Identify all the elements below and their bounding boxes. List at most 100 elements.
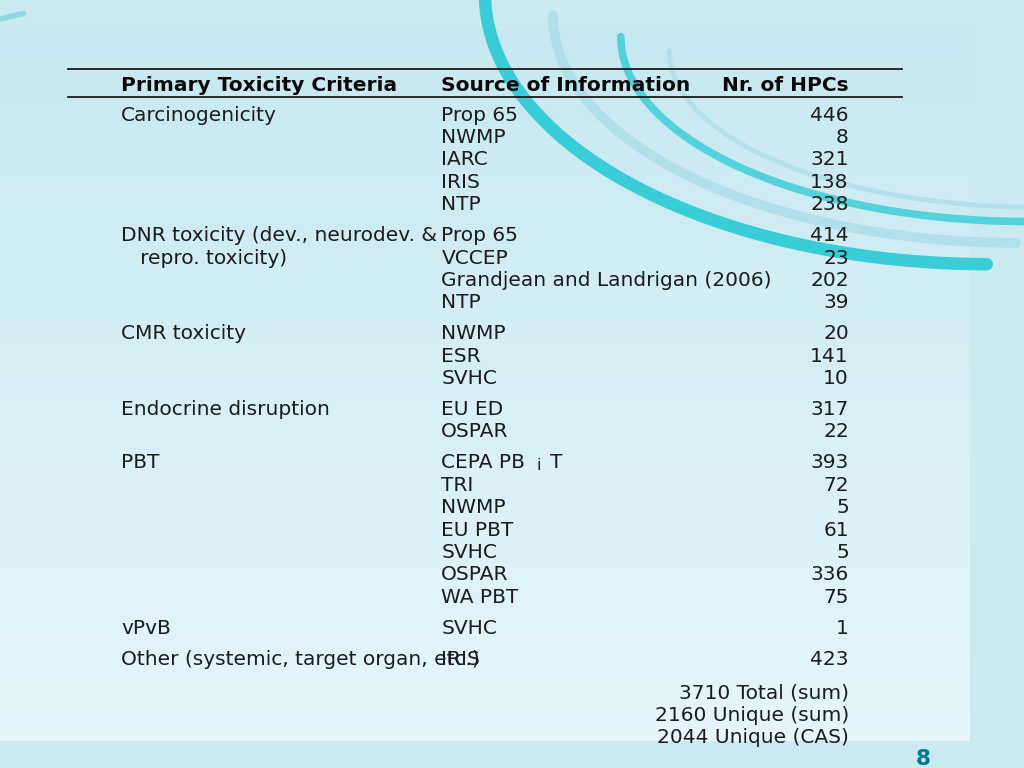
Bar <box>0 574 970 587</box>
Bar <box>0 611 970 622</box>
Bar <box>0 456 970 468</box>
Text: 414: 414 <box>810 227 849 245</box>
Text: TRI: TRI <box>441 475 474 495</box>
Bar <box>0 421 970 432</box>
Bar <box>0 349 970 362</box>
Bar <box>0 136 970 148</box>
Text: 39: 39 <box>823 293 849 313</box>
Text: 238: 238 <box>810 195 849 214</box>
Bar <box>0 622 970 634</box>
Bar <box>0 468 970 480</box>
Text: NTP: NTP <box>441 293 481 313</box>
Bar <box>0 266 970 279</box>
Bar <box>0 445 970 456</box>
Text: 393: 393 <box>811 453 849 472</box>
Bar <box>0 385 970 397</box>
Text: Primary Toxicity Criteria: Primary Toxicity Criteria <box>121 76 397 94</box>
Bar <box>0 528 970 539</box>
Text: NTP: NTP <box>441 195 481 214</box>
Text: ESR: ESR <box>441 346 481 366</box>
Text: SVHC: SVHC <box>441 543 498 562</box>
Bar <box>0 657 970 670</box>
Text: SVHC: SVHC <box>441 619 498 637</box>
Bar <box>0 314 970 326</box>
Text: 61: 61 <box>823 521 849 540</box>
Text: Source of Information: Source of Information <box>441 76 690 94</box>
Bar <box>0 681 970 694</box>
Text: Other (systemic, target organ, etc.): Other (systemic, target organ, etc.) <box>121 650 480 669</box>
Bar <box>0 397 970 409</box>
Text: 446: 446 <box>810 106 849 124</box>
Text: 1: 1 <box>836 619 849 637</box>
Text: CEPA PB: CEPA PB <box>441 453 525 472</box>
Bar <box>0 77 970 89</box>
Bar <box>0 101 970 113</box>
Bar <box>0 41 970 53</box>
Text: 423: 423 <box>810 650 849 669</box>
Text: Prop 65: Prop 65 <box>441 106 518 124</box>
Bar <box>0 219 970 231</box>
Bar <box>0 290 970 302</box>
Text: repro. toxicity): repro. toxicity) <box>121 249 288 267</box>
Text: CMR toxicity: CMR toxicity <box>121 324 246 343</box>
Text: 321: 321 <box>810 151 849 170</box>
Bar <box>0 184 970 196</box>
Bar <box>0 515 970 528</box>
Bar <box>0 207 970 219</box>
Text: IRIS: IRIS <box>441 173 480 192</box>
Bar <box>0 646 970 657</box>
Text: 10: 10 <box>823 369 849 388</box>
Text: 2160 Unique (sum): 2160 Unique (sum) <box>654 706 849 725</box>
Text: NWMP: NWMP <box>441 324 506 343</box>
Text: NWMP: NWMP <box>441 128 506 147</box>
Bar <box>0 634 970 646</box>
Text: EU PBT: EU PBT <box>441 521 514 540</box>
Bar <box>0 373 970 385</box>
Text: Prop 65: Prop 65 <box>441 227 518 245</box>
Bar <box>0 65 970 77</box>
Text: 5: 5 <box>836 498 849 517</box>
Text: PBT: PBT <box>121 453 160 472</box>
Bar <box>0 113 970 124</box>
Text: 8: 8 <box>916 750 931 768</box>
Bar <box>0 717 970 729</box>
Bar <box>0 124 970 136</box>
Text: SVHC: SVHC <box>441 369 498 388</box>
Bar <box>0 587 970 598</box>
Text: 2044 Unique (CAS): 2044 Unique (CAS) <box>657 728 849 747</box>
Text: Grandjean and Landrigan (2006): Grandjean and Landrigan (2006) <box>441 271 772 290</box>
Bar <box>0 705 970 717</box>
Text: 20: 20 <box>823 324 849 343</box>
Bar <box>0 53 970 65</box>
Bar <box>0 338 970 349</box>
Text: 5: 5 <box>836 543 849 562</box>
Bar <box>0 670 970 681</box>
Text: 22: 22 <box>823 422 849 442</box>
Text: Endocrine disruption: Endocrine disruption <box>121 400 330 419</box>
Bar <box>0 539 970 551</box>
Bar <box>0 694 970 705</box>
Text: Carcinogenicity: Carcinogenicity <box>121 106 278 124</box>
Bar <box>0 432 970 445</box>
Text: NWMP: NWMP <box>441 498 506 517</box>
Bar <box>0 89 970 101</box>
Text: 138: 138 <box>810 173 849 192</box>
Bar <box>0 492 970 504</box>
Bar <box>0 598 970 611</box>
Bar <box>0 551 970 563</box>
Bar <box>0 480 970 492</box>
Text: 72: 72 <box>823 475 849 495</box>
Text: DNR toxicity (dev., neurodev. &: DNR toxicity (dev., neurodev. & <box>121 227 437 245</box>
Text: T: T <box>550 453 562 472</box>
Bar <box>0 326 970 338</box>
Bar <box>0 729 970 740</box>
Bar <box>0 563 970 574</box>
Text: Nr. of HPCs: Nr. of HPCs <box>722 76 849 94</box>
Text: 75: 75 <box>823 588 849 607</box>
Bar <box>0 172 970 184</box>
Bar <box>0 231 970 243</box>
Bar <box>0 302 970 314</box>
Text: OSPAR: OSPAR <box>441 422 509 442</box>
Text: 141: 141 <box>810 346 849 366</box>
Text: 336: 336 <box>811 565 849 584</box>
